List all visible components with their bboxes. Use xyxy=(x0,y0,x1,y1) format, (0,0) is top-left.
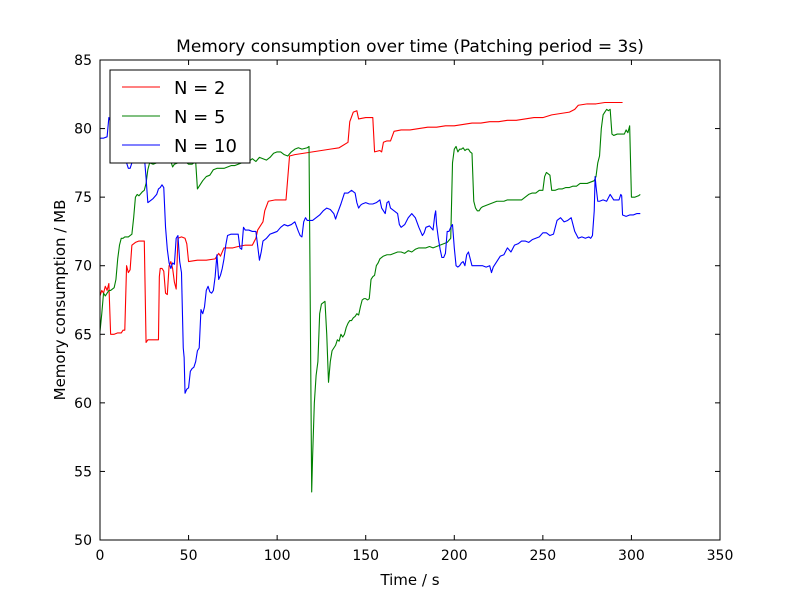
x-tick-label: 350 xyxy=(707,548,734,564)
chart-title: Memory consumption over time (Patching p… xyxy=(176,37,644,57)
legend: N = 2 N = 5 N = 10 xyxy=(109,69,251,164)
legend-item-n10: N = 10 xyxy=(122,136,237,157)
x-axis-label: Time / s xyxy=(379,571,439,589)
series-line-n2 xyxy=(99,101,623,344)
x-tick-label: 200 xyxy=(441,548,468,564)
y-tick-label: 50 xyxy=(74,533,92,549)
legend-label-n5: N = 5 xyxy=(174,107,225,128)
y-tick-label: 55 xyxy=(74,464,92,480)
x-tick-label: 0 xyxy=(96,548,105,564)
x-tick-label: 300 xyxy=(618,548,645,564)
legend-item-n5: N = 5 xyxy=(122,107,225,128)
x-tick-label: 50 xyxy=(180,548,198,564)
y-tick-label: 80 xyxy=(74,122,92,138)
y-tick-label: 65 xyxy=(74,327,92,343)
legend-label-n10: N = 10 xyxy=(174,136,237,157)
x-tick-label: 100 xyxy=(264,548,291,564)
x-tick-label: 150 xyxy=(352,548,379,564)
legend-item-n2: N = 2 xyxy=(122,78,225,99)
y-tick-label: 75 xyxy=(74,190,92,206)
y-tick-label: 85 xyxy=(74,53,92,69)
legend-label-n2: N = 2 xyxy=(174,78,225,99)
y-axis-ticks: 50 55 60 65 70 75 80 85 xyxy=(74,53,720,549)
y-tick-label: 60 xyxy=(74,396,92,412)
x-axis-ticks: 0 50 100 150 200 250 300 350 xyxy=(96,60,734,564)
plot-frame xyxy=(99,59,721,541)
y-tick-label: 70 xyxy=(74,259,92,275)
x-tick-label: 250 xyxy=(529,548,556,564)
y-axis-label: Memory consumption / MB xyxy=(51,200,69,401)
series-line-n10 xyxy=(100,117,641,394)
